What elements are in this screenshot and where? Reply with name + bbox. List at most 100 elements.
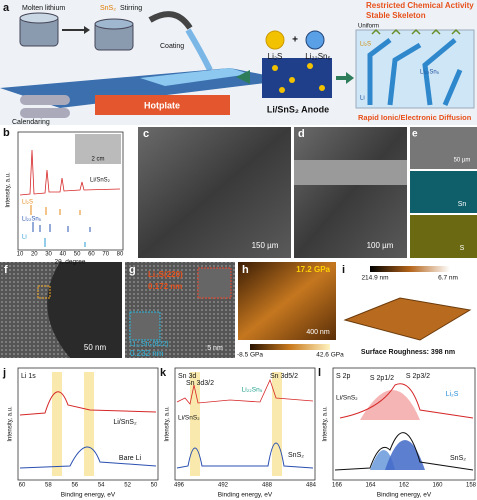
sem-image-d: [294, 127, 407, 258]
xlabel-text: Binding energy, eV: [377, 492, 432, 499]
uniform-text: Uniform: [358, 24, 379, 30]
3-text: 40: [60, 252, 67, 258]
scale-text: 2 cm: [91, 157, 104, 163]
ref2-text: Li₂₂Sn₅: [22, 217, 42, 223]
p2-text: Sn 3d5/2: [270, 373, 298, 380]
label-text: f: [4, 264, 8, 276]
7-text: 80: [117, 252, 124, 258]
plus-text: +: [292, 35, 298, 46]
scale-text: 50 nm: [84, 343, 107, 352]
sample-text: Li/SnS₂: [90, 178, 111, 184]
p1-text: S 2p1/2: [370, 375, 394, 382]
arrow-head: [236, 70, 250, 84]
inset-li22sn5-text: Li₂₂Sn₅: [420, 70, 440, 76]
5-text: 60: [88, 252, 95, 258]
li2s-text: Li₂S: [268, 52, 283, 61]
4-text: 52: [124, 483, 131, 489]
colorbar-i: [370, 266, 450, 272]
2-text: 56: [71, 483, 78, 489]
inset-li2s-text: Li₂S: [360, 42, 371, 48]
label-text: e: [412, 129, 418, 140]
hmin-text: 6.7 nm: [438, 275, 458, 282]
hotplate: [95, 95, 230, 115]
label-text: l: [318, 367, 321, 379]
map2-text: S: [460, 245, 465, 252]
afm-3d: [343, 297, 472, 341]
0-text: 10: [17, 252, 24, 258]
map1-text: Sn: [458, 201, 467, 208]
label-text: a: [3, 2, 10, 14]
phase2-text: Li₂₂Sn₅(822): [130, 341, 169, 348]
label-text: h: [242, 264, 249, 276]
inset-li-text: Li: [360, 96, 365, 102]
skeleton: [367, 38, 463, 106]
stirring-text: Stirring: [120, 5, 142, 12]
pour-stream: [185, 28, 213, 72]
top-text: Li/SnS₂: [113, 419, 137, 426]
d1-text: 0.172 nm: [148, 282, 182, 291]
1-text: 20: [31, 252, 38, 258]
p1-text: Sn 3d3/2: [186, 380, 214, 387]
phase-text: Li₂₂Sn₅: [242, 387, 263, 394]
label-text: c: [143, 128, 149, 140]
particle: [47, 262, 123, 358]
coating-layer: [140, 68, 250, 86]
bottom-text: SnS₂: [288, 452, 304, 459]
scale-text: 100 µm: [367, 241, 394, 250]
sns2-text: SnS₂: [100, 5, 116, 12]
sn-map: [410, 171, 477, 213]
cmin-text: -8.5 GPa: [237, 352, 263, 359]
d2-text: 0.232 nm: [130, 349, 164, 358]
colorbar-h: [250, 344, 330, 350]
scale-text: 400 nm: [306, 329, 330, 336]
s-map: [410, 215, 477, 258]
restricted-text: Restricted Chemical Activity: [366, 1, 474, 10]
phase1-text: Li₂S(220): [148, 270, 183, 279]
eds-image: [410, 127, 477, 169]
label-text: g: [129, 264, 136, 276]
xlabel-text: Binding energy, eV: [218, 492, 273, 499]
0-text: 496: [174, 483, 185, 489]
scale-text: 150 µm: [252, 241, 279, 250]
5-text: 50: [151, 483, 158, 489]
3-text: 54: [98, 483, 105, 489]
li22sn5-crystal: [305, 30, 325, 50]
3-text: 160: [432, 483, 443, 489]
ylabel-text: Intensity, a.u.: [8, 406, 14, 442]
roughness-text: Surface Roughness: 398 nm: [361, 349, 455, 356]
1-text: 164: [365, 483, 376, 489]
label-text: j: [2, 367, 6, 379]
hmax-text: 214.9 nm: [361, 275, 388, 282]
1-text: 58: [45, 483, 52, 489]
6-text: 70: [102, 252, 109, 258]
scale-text: 50 µm: [454, 158, 471, 164]
1-text: 492: [218, 483, 229, 489]
4-text: 50: [74, 252, 81, 258]
top-text: Li/SnS₂: [336, 395, 358, 402]
pot-top: [94, 18, 134, 30]
0-text: 60: [19, 483, 26, 489]
label-text: k: [160, 367, 167, 379]
calendaring-text: Calendaring: [12, 119, 50, 126]
title-text: Sn 3d: [178, 373, 196, 380]
label-text: i: [342, 264, 345, 276]
coating-text: Coating: [160, 43, 184, 50]
cross-section: [294, 160, 407, 185]
2-text: 30: [45, 252, 52, 258]
photo-inset: [75, 134, 121, 164]
li2s-crystal: [265, 30, 285, 50]
ref3-text: Li: [22, 235, 27, 241]
sem-image-c: [138, 127, 291, 258]
molten-lithium-text: Molten lithium: [22, 5, 65, 12]
2-text: 162: [399, 483, 410, 489]
label-text: b: [3, 127, 10, 139]
xlabel-text: Binding energy, eV: [61, 492, 116, 499]
li22sn5-text: Li₂₂Sn₅: [305, 52, 330, 61]
pot-top: [19, 12, 59, 24]
2-text: 488: [262, 483, 273, 489]
title-text: Li 1s: [21, 373, 36, 380]
diffusion-text: Rapid Ionic/Electronic Diffusion: [358, 113, 472, 122]
ylabel-text: Intensity, a.u.: [165, 406, 171, 442]
ref1-text: Li₂S: [22, 200, 33, 206]
